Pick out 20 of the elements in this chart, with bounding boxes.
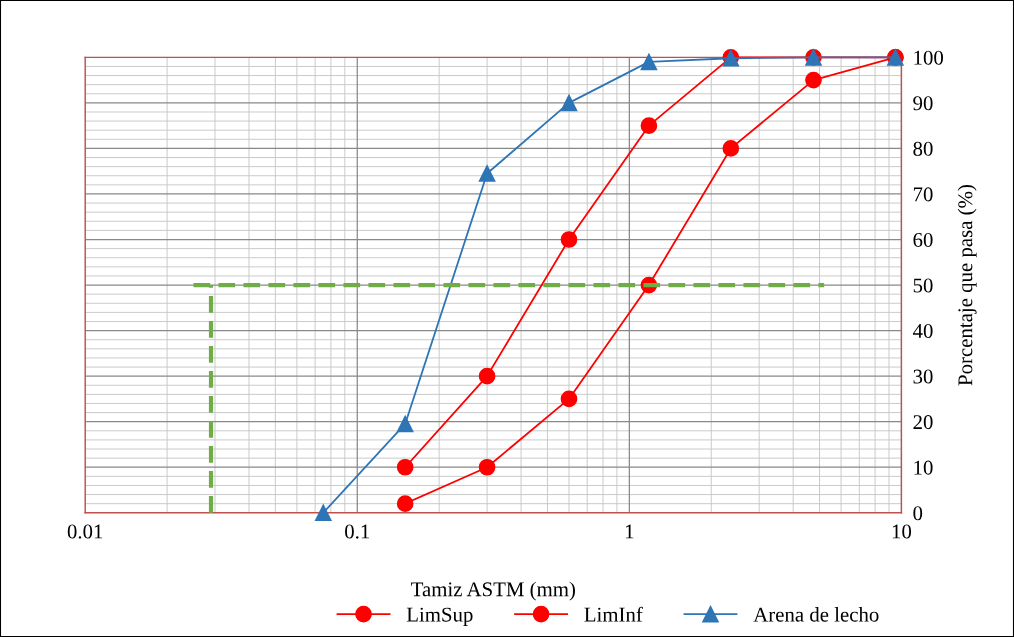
x-tick-label: 10	[892, 524, 912, 539]
x-tick-label: 0.01	[67, 524, 103, 539]
legend-label: LimInf	[584, 606, 643, 622]
y-axis-title: Porcentaje que pasa (%)	[957, 185, 977, 386]
y-tick-label: 20	[913, 415, 933, 430]
y-tick-label: 10	[914, 460, 933, 475]
x-tick-label: 1	[625, 524, 634, 539]
y-tick-label: 100	[914, 50, 944, 65]
x-axis-title: Tamiz ASTM (mm)	[411, 581, 575, 601]
y-tick-label: 90	[913, 96, 933, 111]
y-tick-label: 0	[913, 506, 923, 521]
y-tick-label: 60	[913, 232, 933, 247]
y-tick-label: 40	[912, 323, 933, 339]
y-tick-label: 70	[913, 187, 933, 202]
x-tick-label: 0.1	[345, 524, 370, 539]
legend-label: Arena de lecho	[753, 607, 879, 622]
legend-label: LimSup	[406, 607, 473, 626]
y-tick-label: 50	[913, 278, 933, 293]
y-tick-label: 30	[913, 369, 933, 384]
y-tick-label: 80	[913, 141, 933, 156]
